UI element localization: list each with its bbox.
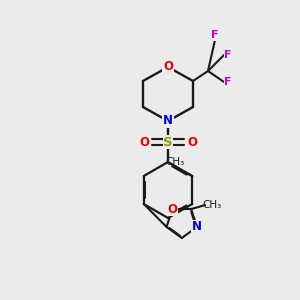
Text: O: O [187,136,197,148]
Text: CH₃: CH₃ [166,157,185,167]
Text: O: O [163,61,173,74]
Text: CH₃: CH₃ [202,200,222,210]
Text: S: S [163,136,173,148]
Text: N: N [192,220,202,233]
Text: N: N [163,115,173,128]
Text: O: O [167,202,177,216]
Text: F: F [211,30,219,40]
Text: F: F [224,77,232,87]
Text: O: O [139,136,149,148]
Text: F: F [224,50,232,60]
